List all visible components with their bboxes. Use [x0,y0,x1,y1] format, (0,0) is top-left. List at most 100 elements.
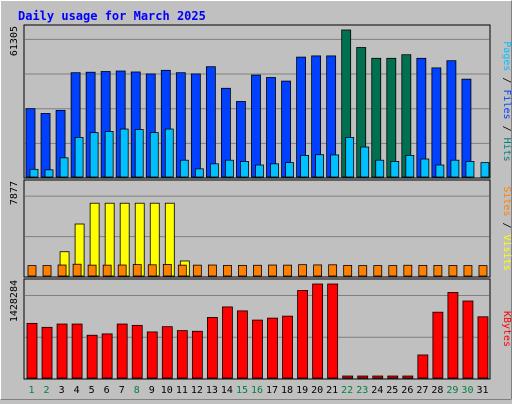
right-label-part: Visits [501,235,512,271]
bar-kbytes-day-9 [146,331,158,379]
bar-sites-day-14 [223,264,232,277]
bar-kbytes-day-16 [252,319,263,379]
bar-files-day-19 [300,155,309,178]
day-label-27: 27 [416,385,428,396]
day-label-3: 3 [59,385,65,396]
right-label-part: Pages [501,41,512,71]
bar-hits-day-28 [431,67,442,178]
y-max-label: 7877 [9,181,20,205]
bar-kbytes-day-23 [357,375,369,379]
bar-sites-day-19 [298,264,307,277]
bar-files-day-2 [44,169,54,178]
bar-files-day-11 [179,159,189,178]
bar-sites-day-26 [403,264,413,277]
bar-files-day-9 [149,132,159,178]
bar-sites-day-2 [42,265,52,277]
day-label-8: 8 [134,385,140,396]
bar-files-day-16 [255,164,264,178]
day-label-2: 2 [44,385,50,396]
bar-files-day-29 [450,159,460,178]
right-label-pages-files-hits: Pages / Files / Hits [501,41,512,161]
bar-files-day-24 [375,159,385,178]
day-label-19: 19 [296,385,308,396]
right-label-part: / [501,71,512,89]
bar-kbytes-day-2 [41,326,53,379]
bar-hits-day-24 [371,57,382,178]
bar-kbytes-day-1 [26,322,38,379]
y-max-label: 61305 [9,26,20,56]
chart-title: Daily usage for March 2025 [18,9,206,23]
bar-sites-day-12 [192,264,202,277]
bar-kbytes-day-3 [56,323,68,379]
right-label-sites-visits: Sites / Visits [501,186,512,270]
bar-files-day-21 [330,154,340,178]
bar-sites-day-3 [57,264,67,277]
bar-files-day-31 [480,162,490,178]
bar-files-day-6 [104,131,114,178]
day-label-25: 25 [386,385,398,396]
day-label-31: 31 [476,385,488,396]
bar-kbytes-day-10 [161,326,173,379]
day-label-7: 7 [119,385,125,396]
bar-files-day-3 [59,157,69,178]
right-label-part: Sites [501,186,512,216]
bar-files-day-27 [420,158,430,178]
day-label-29: 29 [446,385,458,396]
day-label-14: 14 [221,385,233,396]
bar-sites-day-24 [373,265,383,277]
bar-sites-day-5 [87,264,97,277]
bar-kbytes-day-14 [222,306,233,379]
bar-files-day-4 [74,137,84,178]
right-label-kbytes: KBytes [501,311,512,347]
bar-sites-day-29 [448,265,458,277]
day-label-6: 6 [104,385,110,396]
bar-kbytes-day-20 [312,283,324,379]
bar-hits-day-1 [25,108,36,178]
bar-sites-day-11 [177,264,187,277]
day-label-12: 12 [191,385,203,396]
bar-hits-day-12 [190,73,201,178]
day-label-28: 28 [431,385,443,396]
bar-sites-day-23 [358,265,368,277]
bar-sites-day-25 [388,265,398,277]
bar-sites-day-27 [418,264,428,277]
bar-kbytes-day-4 [71,323,83,379]
bar-kbytes-day-8 [131,324,143,379]
right-label-part: / [501,120,512,138]
bar-hits-day-29 [446,60,457,178]
bar-files-day-8 [134,129,144,178]
bar-sites-day-8 [132,264,142,277]
day-label-26: 26 [401,385,413,396]
day-label-5: 5 [89,385,95,396]
bar-kbytes-day-30 [462,300,474,379]
day-label-11: 11 [176,385,188,396]
bar-kbytes-day-6 [101,333,113,379]
day-label-24: 24 [371,385,383,396]
bar-kbytes-day-15 [237,310,248,379]
bar-files-day-1 [29,168,39,178]
bar-sites-day-28 [433,265,443,277]
bar-sites-day-1 [27,265,37,277]
day-label-17: 17 [266,385,278,396]
bar-hits-day-17 [266,77,276,178]
bar-files-day-17 [270,163,279,178]
bar-kbytes-day-31 [477,316,489,379]
bar-sites-day-16 [253,264,262,277]
bar-kbytes-day-11 [176,330,188,379]
bar-sites-day-15 [238,264,247,277]
bar-files-day-10 [164,128,174,178]
day-label-16: 16 [251,385,263,396]
bar-files-day-14 [225,159,234,178]
bar-files-day-7 [119,128,129,178]
bar-kbytes-day-24 [372,375,384,379]
bar-kbytes-day-5 [86,334,98,379]
day-label-9: 9 [149,385,155,396]
day-label-18: 18 [281,385,293,396]
bar-kbytes-day-22 [342,375,354,379]
bar-kbytes-day-18 [282,315,293,379]
day-label-1: 1 [29,385,35,396]
bar-kbytes-day-26 [402,375,414,379]
bar-hits-day-2 [40,113,51,178]
